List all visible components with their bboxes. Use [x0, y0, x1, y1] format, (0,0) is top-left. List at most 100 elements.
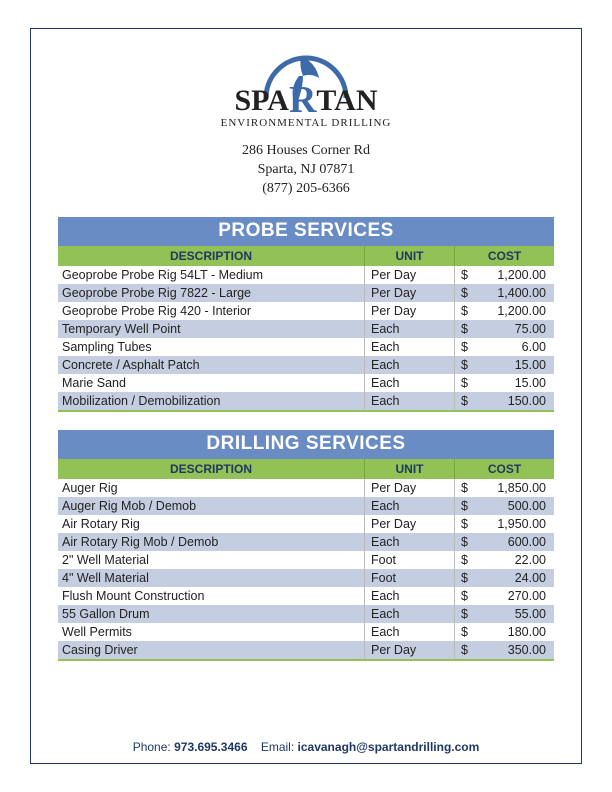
currency-symbol: $ [461, 625, 468, 639]
currency-symbol: $ [461, 481, 468, 495]
cell-description: Casing Driver [58, 641, 364, 659]
table-row: Flush Mount ConstructionEach$270.00 [58, 587, 554, 605]
currency-symbol: $ [461, 517, 468, 531]
cell-description: Concrete / Asphalt Patch [58, 356, 364, 374]
cell-description: Air Rotary Rig Mob / Demob [58, 533, 364, 551]
col-header-cost: COST [454, 246, 554, 266]
tables-container: PROBE SERVICESDESCRIPTIONUNITCOSTGeoprob… [58, 199, 554, 661]
cell-cost: $15.00 [454, 374, 554, 392]
col-header-unit: UNIT [364, 459, 454, 479]
cell-unit: Per Day [364, 266, 454, 284]
cell-unit: Each [364, 623, 454, 641]
footer-phone-label: Phone: [133, 740, 171, 754]
col-header-description: DESCRIPTION [58, 459, 364, 479]
cost-value: 180.00 [508, 625, 546, 639]
table-rows: Geoprobe Probe Rig 54LT - MediumPer Day$… [58, 266, 554, 412]
content-area: SPARTAN ENVIRONMENTAL DRILLING 286 House… [30, 28, 582, 764]
table-row: 55 Gallon DrumEach$55.00 [58, 605, 554, 623]
cell-description: Sampling Tubes [58, 338, 364, 356]
currency-symbol: $ [461, 643, 468, 657]
cell-cost: $75.00 [454, 320, 554, 338]
cell-cost: $350.00 [454, 641, 554, 659]
cell-cost: $1,400.00 [454, 284, 554, 302]
address-phone: (877) 205-6366 [242, 180, 370, 199]
currency-symbol: $ [461, 304, 468, 318]
cost-value: 75.00 [515, 322, 546, 336]
cost-value: 1,200.00 [497, 268, 546, 282]
cell-unit: Each [364, 320, 454, 338]
address-line1: 286 Houses Corner Rd [242, 142, 370, 161]
cell-cost: $6.00 [454, 338, 554, 356]
page: SPARTAN ENVIRONMENTAL DRILLING 286 House… [0, 0, 612, 792]
logo-block: SPARTAN ENVIRONMENTAL DRILLING 286 House… [191, 48, 421, 199]
cell-description: Geoprobe Probe Rig 54LT - Medium [58, 266, 364, 284]
cell-unit: Each [364, 497, 454, 515]
table-title: PROBE SERVICES [58, 217, 554, 246]
table-row: Geoprobe Probe Rig 54LT - MediumPer Day $… [58, 266, 554, 284]
cell-description: 4" Well Material [58, 569, 364, 587]
table-row: Geoprobe Probe Rig 420 - InteriorPer Day… [58, 302, 554, 320]
address-line2: Sparta, NJ 07871 [242, 161, 370, 180]
company-address: 286 Houses Corner Rd Sparta, NJ 07871 (8… [242, 142, 370, 199]
cell-description: Geoprobe Probe Rig 420 - Interior [58, 302, 364, 320]
table-row: Temporary Well PointEach$75.00 [58, 320, 554, 338]
cost-value: 600.00 [508, 535, 546, 549]
cell-description: Marie Sand [58, 374, 364, 392]
cell-cost: $150.00 [454, 392, 554, 410]
currency-symbol: $ [461, 340, 468, 354]
table-row: 4" Well MaterialFoot$24.00 [58, 569, 554, 587]
col-header-cost: COST [454, 459, 554, 479]
currency-symbol: $ [461, 589, 468, 603]
table-header-row: DESCRIPTIONUNITCOST [58, 459, 554, 479]
cell-unit: Per Day [364, 515, 454, 533]
cell-description: Well Permits [58, 623, 364, 641]
cell-description: Mobilization / Demobilization [58, 392, 364, 410]
currency-symbol: $ [461, 268, 468, 282]
cost-value: 150.00 [508, 394, 546, 408]
pricing-table: PROBE SERVICESDESCRIPTIONUNITCOSTGeoprob… [58, 217, 554, 412]
cost-value: 1,850.00 [497, 481, 546, 495]
pricing-table: DRILLING SERVICESDESCRIPTIONUNITCOSTAuge… [58, 430, 554, 661]
cell-cost: $24.00 [454, 569, 554, 587]
cost-value: 350.00 [508, 643, 546, 657]
company-logo-icon: SPARTAN ENVIRONMENTAL DRILLING [191, 48, 421, 136]
cell-description: Air Rotary Rig [58, 515, 364, 533]
footer-phone-value: 973.695.3466 [174, 740, 247, 754]
currency-symbol: $ [461, 553, 468, 567]
table-row: 2" Well MaterialFoot$22.00 [58, 551, 554, 569]
footer-email-value: icavanagh@spartandrilling.com [298, 740, 480, 754]
table-row: Casing DriverPer Day$350.00 [58, 641, 554, 659]
col-header-unit: UNIT [364, 246, 454, 266]
currency-symbol: $ [461, 607, 468, 621]
cell-description: Auger Rig [58, 479, 364, 497]
cost-value: 500.00 [508, 499, 546, 513]
currency-symbol: $ [461, 358, 468, 372]
table-row: Marie SandEach$15.00 [58, 374, 554, 392]
currency-symbol: $ [461, 322, 468, 336]
currency-symbol: $ [461, 394, 468, 408]
table-row: Air Rotary Rig Mob / DemobEach$600.00 [58, 533, 554, 551]
table-row: Air Rotary RigPer Day$1,950.00 [58, 515, 554, 533]
cost-value: 270.00 [508, 589, 546, 603]
cost-value: 22.00 [515, 553, 546, 567]
table-rows: Auger RigPer Day$1,850.00Auger Rig Mob /… [58, 479, 554, 661]
cost-value: 15.00 [515, 358, 546, 372]
currency-symbol: $ [461, 571, 468, 585]
table-row: Sampling TubesEach$6.00 [58, 338, 554, 356]
cell-cost: $500.00 [454, 497, 554, 515]
cell-unit: Each [364, 533, 454, 551]
table-row: Concrete / Asphalt PatchEach$15.00 [58, 356, 554, 374]
cell-unit: Foot [364, 569, 454, 587]
table-row: Geoprobe Probe Rig 7822 - LargePer Day$1… [58, 284, 554, 302]
cell-cost: $1,850.00 [454, 479, 554, 497]
cell-unit: Each [364, 374, 454, 392]
cell-unit: Each [364, 338, 454, 356]
cell-unit: Per Day [364, 284, 454, 302]
cell-description: Flush Mount Construction [58, 587, 364, 605]
cell-unit: Per Day [364, 641, 454, 659]
cell-unit: Each [364, 392, 454, 410]
cell-cost: $180.00 [454, 623, 554, 641]
cost-value: 1,200.00 [497, 304, 546, 318]
table-row: Auger RigPer Day$1,850.00 [58, 479, 554, 497]
table-row: Auger Rig Mob / DemobEach$500.00 [58, 497, 554, 515]
